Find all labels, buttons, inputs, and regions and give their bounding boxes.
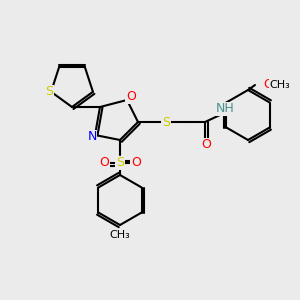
Text: NH: NH <box>216 103 234 116</box>
Text: O: O <box>201 139 211 152</box>
Text: O: O <box>263 79 273 92</box>
Text: O: O <box>126 91 136 103</box>
Text: S: S <box>45 85 53 98</box>
Text: S: S <box>162 116 170 128</box>
Text: CH₃: CH₃ <box>110 230 130 240</box>
Text: N: N <box>87 130 97 143</box>
Text: O: O <box>131 157 141 169</box>
Text: CH₃: CH₃ <box>270 80 290 90</box>
Text: S: S <box>116 157 124 169</box>
Text: O: O <box>99 157 109 169</box>
